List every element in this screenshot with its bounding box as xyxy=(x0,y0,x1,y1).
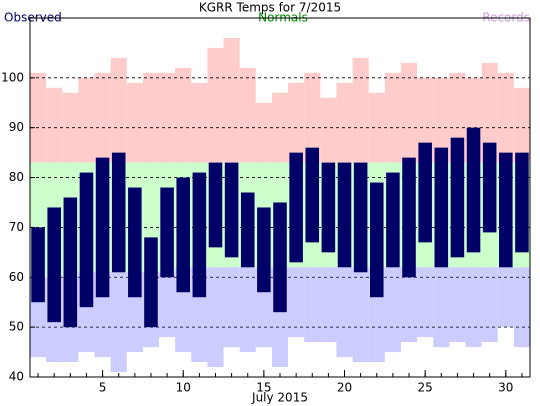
record-high-band xyxy=(513,87,530,163)
record-high-band xyxy=(175,67,192,163)
record-low-band xyxy=(304,267,321,343)
observed-bar xyxy=(31,227,45,303)
record-high-band xyxy=(30,72,47,163)
record-high-band xyxy=(142,72,160,163)
observed-bar xyxy=(402,157,416,278)
record-low-band xyxy=(207,267,224,368)
record-high-band xyxy=(400,62,418,163)
x-tick-label: 25 xyxy=(418,381,433,395)
record-high-band xyxy=(271,92,289,163)
record-high-band xyxy=(159,72,176,163)
observed-bar xyxy=(337,162,352,268)
record-high-band xyxy=(481,62,498,163)
observed-bar xyxy=(144,237,158,328)
observed-bar xyxy=(418,142,432,243)
record-low-band xyxy=(433,267,450,348)
record-high-band xyxy=(46,87,63,163)
record-high-band xyxy=(304,72,321,163)
record-high-band xyxy=(239,67,256,163)
record-high-band xyxy=(207,47,224,163)
observed-bar xyxy=(128,187,142,298)
observed-bar xyxy=(240,192,255,268)
record-high-band xyxy=(110,57,127,163)
observed-bar xyxy=(515,152,529,253)
record-high-band xyxy=(255,102,272,163)
observed-bar xyxy=(79,172,94,308)
plot-frame xyxy=(29,17,531,378)
observed-bar xyxy=(95,157,110,298)
y-tick-label: 90 xyxy=(9,120,24,134)
observed-bar xyxy=(434,147,449,268)
x-axis-label: July 2015 xyxy=(251,391,308,405)
observed-bar xyxy=(305,147,320,243)
y-tick-label: 60 xyxy=(9,270,24,284)
x-tick-label: 20 xyxy=(337,381,352,395)
record-high-band xyxy=(384,72,401,163)
record-high-band xyxy=(78,77,95,163)
observed-bar xyxy=(289,152,303,263)
record-high-band xyxy=(191,82,208,163)
record-low-band xyxy=(223,267,240,348)
record-high-band xyxy=(320,97,337,163)
record-high-band xyxy=(62,92,79,163)
record-low-band xyxy=(352,267,369,363)
chart-title: KGRR Temps for 7/2015 xyxy=(199,1,341,15)
y-tick-label: 40 xyxy=(9,370,24,384)
observed-bar xyxy=(208,162,223,248)
y-tick-label: 70 xyxy=(9,220,24,234)
record-low-band xyxy=(384,267,401,353)
record-high-band xyxy=(417,77,434,163)
record-low-band xyxy=(497,267,514,328)
observed-bar xyxy=(386,172,400,268)
observed-bar xyxy=(466,127,481,253)
observed-bar xyxy=(482,142,497,233)
x-tick-label: 15 xyxy=(256,381,271,395)
record-low-band xyxy=(110,272,127,373)
record-low-band xyxy=(320,267,337,343)
observed-bar xyxy=(353,162,368,273)
record-low-band xyxy=(417,267,434,338)
observed-bar xyxy=(224,162,239,258)
record-high-band xyxy=(223,37,240,163)
record-low-band xyxy=(449,267,466,343)
record-low-band xyxy=(481,267,498,343)
observed-bar xyxy=(192,172,207,298)
record-high-band xyxy=(433,77,450,163)
observed-bar xyxy=(370,182,384,298)
observed-bar xyxy=(47,207,61,323)
x-tick-label: 10 xyxy=(176,381,191,395)
record-high-band xyxy=(497,72,514,163)
record-high-band xyxy=(368,92,385,163)
observed-bar xyxy=(160,187,174,278)
observed-bar xyxy=(499,152,513,268)
record-high-band xyxy=(94,72,111,163)
record-high-band xyxy=(352,57,369,163)
y-tick-label: 50 xyxy=(9,320,24,334)
y-tick-label: 80 xyxy=(9,170,24,184)
record-low-band xyxy=(288,267,305,338)
record-low-band xyxy=(400,267,418,343)
observed-bar xyxy=(273,202,287,313)
observed-bar xyxy=(63,197,78,328)
observed-bar xyxy=(176,177,190,293)
record-low-band xyxy=(336,267,353,358)
observed-bar xyxy=(257,207,271,293)
observed-bar xyxy=(111,152,126,273)
observed-bar xyxy=(321,162,336,253)
record-high-band xyxy=(126,82,143,163)
y-tick-label: 100 xyxy=(1,70,24,84)
x-tick-label: 30 xyxy=(498,381,513,395)
record-low-band xyxy=(465,267,482,348)
x-tick-label: 5 xyxy=(99,381,107,395)
record-high-band xyxy=(336,82,353,163)
record-high-band xyxy=(288,82,305,163)
observed-bar xyxy=(450,137,465,258)
record-low-band xyxy=(513,267,530,348)
record-low-band xyxy=(159,272,176,338)
record-low-band xyxy=(239,267,256,353)
